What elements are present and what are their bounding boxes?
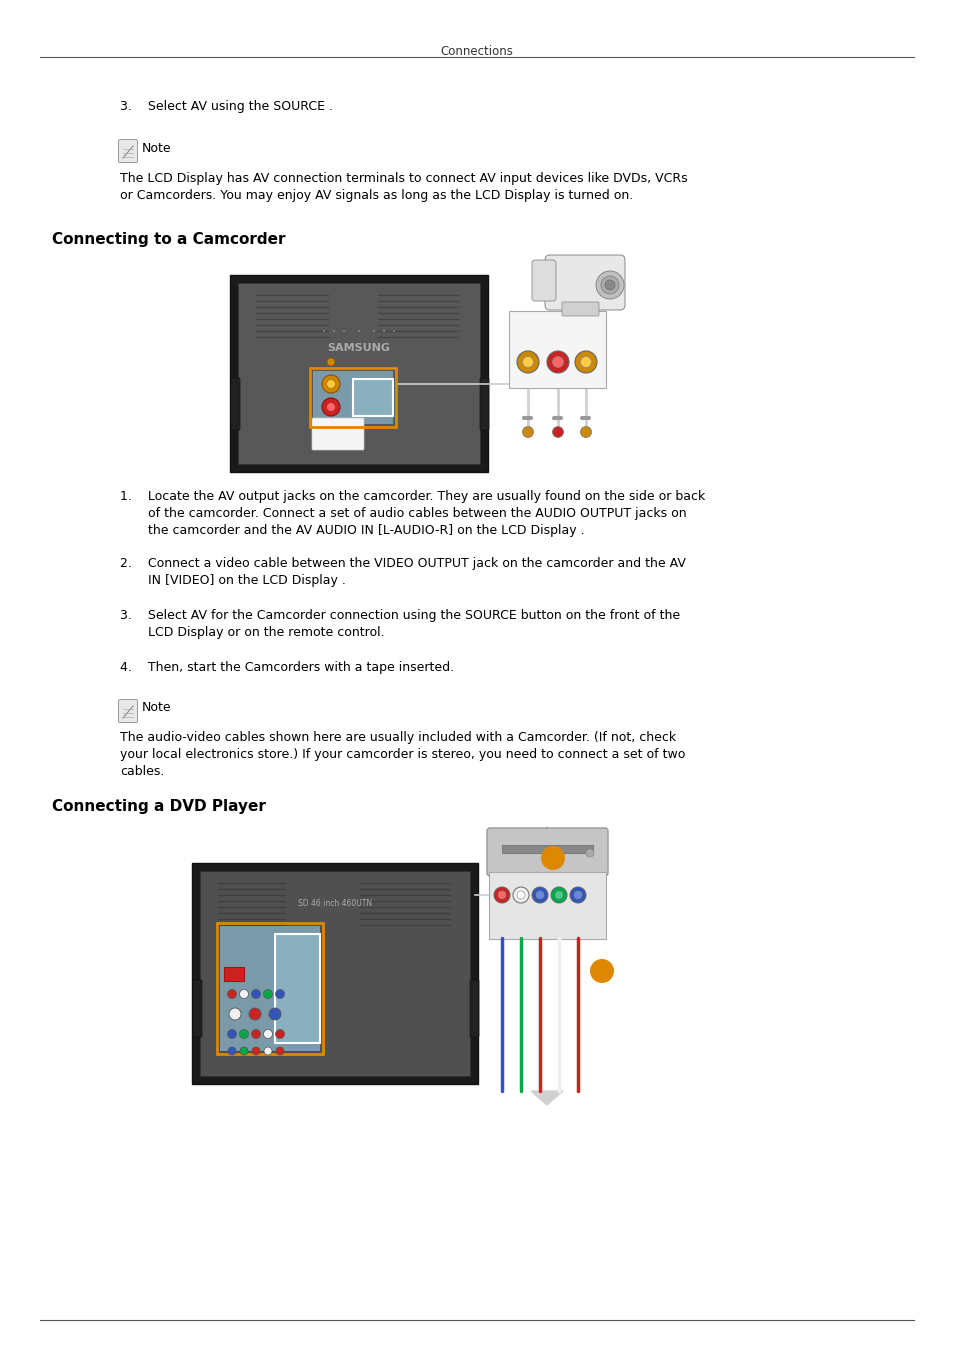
Circle shape xyxy=(494,887,510,903)
Text: Connecting a DVD Player: Connecting a DVD Player xyxy=(52,799,266,814)
Circle shape xyxy=(604,279,615,290)
FancyBboxPatch shape xyxy=(486,828,607,876)
Circle shape xyxy=(263,990,273,999)
Circle shape xyxy=(269,1008,281,1021)
Circle shape xyxy=(240,1048,248,1054)
Circle shape xyxy=(600,275,618,294)
Text: VIDEO: VIDEO xyxy=(573,331,590,336)
Circle shape xyxy=(227,1030,236,1038)
FancyBboxPatch shape xyxy=(479,378,489,431)
Circle shape xyxy=(326,379,335,389)
FancyBboxPatch shape xyxy=(312,418,364,450)
FancyBboxPatch shape xyxy=(501,845,593,853)
Polygon shape xyxy=(531,1091,562,1106)
Circle shape xyxy=(552,427,563,437)
Circle shape xyxy=(322,398,339,416)
Circle shape xyxy=(552,356,563,367)
Circle shape xyxy=(327,358,335,366)
Circle shape xyxy=(569,887,585,903)
FancyBboxPatch shape xyxy=(509,310,605,387)
Circle shape xyxy=(536,891,543,899)
Circle shape xyxy=(522,356,533,367)
Circle shape xyxy=(579,356,591,367)
FancyBboxPatch shape xyxy=(489,872,605,940)
Circle shape xyxy=(275,1048,284,1054)
Circle shape xyxy=(575,351,597,373)
FancyBboxPatch shape xyxy=(353,379,393,416)
Circle shape xyxy=(322,375,339,393)
FancyBboxPatch shape xyxy=(193,980,202,1037)
Circle shape xyxy=(227,990,236,999)
Circle shape xyxy=(540,846,564,869)
Circle shape xyxy=(382,329,385,332)
Text: AUDIO: AUDIO xyxy=(522,331,540,336)
Text: 1.    Locate the AV output jacks on the camcorder. They are usually found on the: 1. Locate the AV output jacks on the cam… xyxy=(120,490,704,537)
Circle shape xyxy=(589,958,614,983)
Circle shape xyxy=(596,271,623,298)
Text: Note: Note xyxy=(142,701,172,714)
Circle shape xyxy=(555,891,562,899)
Text: SAMSUNG: SAMSUNG xyxy=(327,343,390,352)
Text: Note: Note xyxy=(142,142,172,155)
Circle shape xyxy=(522,427,533,437)
Text: Connections: Connections xyxy=(440,45,513,58)
Circle shape xyxy=(393,329,395,332)
FancyBboxPatch shape xyxy=(470,980,478,1037)
Circle shape xyxy=(252,1048,260,1054)
FancyBboxPatch shape xyxy=(220,926,319,1052)
Text: Connecting to a Camcorder: Connecting to a Camcorder xyxy=(52,232,285,247)
Circle shape xyxy=(333,329,335,332)
Text: 3.    Select AV for the Camcorder connection using the SOURCE button on the fron: 3. Select AV for the Camcorder connectio… xyxy=(120,609,679,639)
Circle shape xyxy=(513,887,529,903)
FancyBboxPatch shape xyxy=(561,302,598,316)
Circle shape xyxy=(532,887,547,903)
FancyBboxPatch shape xyxy=(230,275,488,472)
Circle shape xyxy=(357,329,359,332)
Text: OUTPUT: OUTPUT xyxy=(542,321,571,327)
Circle shape xyxy=(585,849,594,857)
Circle shape xyxy=(252,1030,260,1038)
Circle shape xyxy=(373,329,375,332)
Circle shape xyxy=(263,1030,273,1038)
Circle shape xyxy=(239,1030,248,1038)
FancyBboxPatch shape xyxy=(313,371,393,424)
Circle shape xyxy=(275,990,284,999)
Circle shape xyxy=(579,427,591,437)
Circle shape xyxy=(252,990,260,999)
Text: The LCD Display has AV connection terminals to connect AV input devices like DVD: The LCD Display has AV connection termin… xyxy=(120,171,687,202)
Text: 4.    Then, start the Camcorders with a tape inserted.: 4. Then, start the Camcorders with a tap… xyxy=(120,662,454,674)
FancyBboxPatch shape xyxy=(224,967,244,981)
Circle shape xyxy=(517,351,538,373)
Circle shape xyxy=(574,891,581,899)
Circle shape xyxy=(546,351,568,373)
FancyBboxPatch shape xyxy=(200,871,470,1076)
Text: 2: 2 xyxy=(549,865,557,876)
Text: 2.    Connect a video cable between the VIDEO OUTPUT jack on the camcorder and t: 2. Connect a video cable between the VID… xyxy=(120,558,685,587)
FancyBboxPatch shape xyxy=(544,255,624,310)
Text: 1: 1 xyxy=(598,979,605,990)
FancyBboxPatch shape xyxy=(274,934,319,1044)
FancyBboxPatch shape xyxy=(231,378,240,431)
Circle shape xyxy=(264,1048,272,1054)
Circle shape xyxy=(343,329,345,332)
FancyBboxPatch shape xyxy=(532,261,556,301)
Circle shape xyxy=(551,887,566,903)
FancyBboxPatch shape xyxy=(237,284,479,464)
Text: The audio-video cables shown here are usually included with a Camcorder. (If not: The audio-video cables shown here are us… xyxy=(120,730,684,778)
Circle shape xyxy=(228,1048,235,1054)
Text: SD 46 inch 460UTN: SD 46 inch 460UTN xyxy=(297,899,372,909)
Circle shape xyxy=(326,402,335,412)
Circle shape xyxy=(323,329,325,332)
FancyBboxPatch shape xyxy=(118,699,137,722)
Circle shape xyxy=(497,891,505,899)
Circle shape xyxy=(239,990,248,999)
Circle shape xyxy=(517,891,524,899)
Circle shape xyxy=(275,1030,284,1038)
Text: 3.    Select AV using the SOURCE .: 3. Select AV using the SOURCE . xyxy=(120,100,333,113)
Circle shape xyxy=(249,1008,261,1021)
FancyBboxPatch shape xyxy=(192,863,477,1084)
Circle shape xyxy=(229,1008,241,1021)
FancyBboxPatch shape xyxy=(118,139,137,162)
